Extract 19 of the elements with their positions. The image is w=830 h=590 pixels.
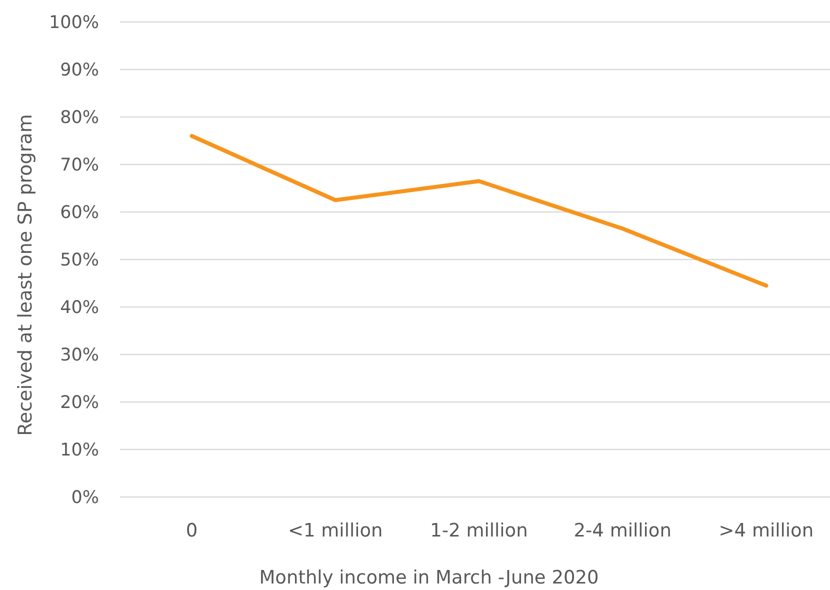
y-axis-title: Received at least one SP program (14, 114, 37, 436)
y-tick-label: 40% (60, 298, 99, 318)
y-tick-label: 100% (48, 13, 99, 34)
y-tick-label: 50% (60, 250, 99, 271)
y-tick-label: 10% (60, 440, 99, 461)
y-tick-label: 70% (60, 156, 99, 176)
x-tick-label: 1-2 million (430, 520, 528, 542)
y-tick-label: 80% (60, 108, 99, 128)
x-axis-title: Monthly income in March -June 2020 (259, 567, 599, 588)
y-tick-label: 20% (60, 393, 99, 414)
x-tick-label: <1 million (288, 520, 383, 542)
y-tick-label: 90% (60, 60, 99, 81)
line-series (190, 134, 768, 288)
x-tick-label: >4 million (718, 520, 814, 542)
x-tick-label: 2-4 million (574, 520, 672, 542)
y-tick-label: 60% (60, 203, 99, 224)
y-tick-label: 0% (71, 488, 99, 508)
x-tick-label: 0 (186, 520, 198, 542)
y-tick-label: 30% (60, 346, 99, 366)
